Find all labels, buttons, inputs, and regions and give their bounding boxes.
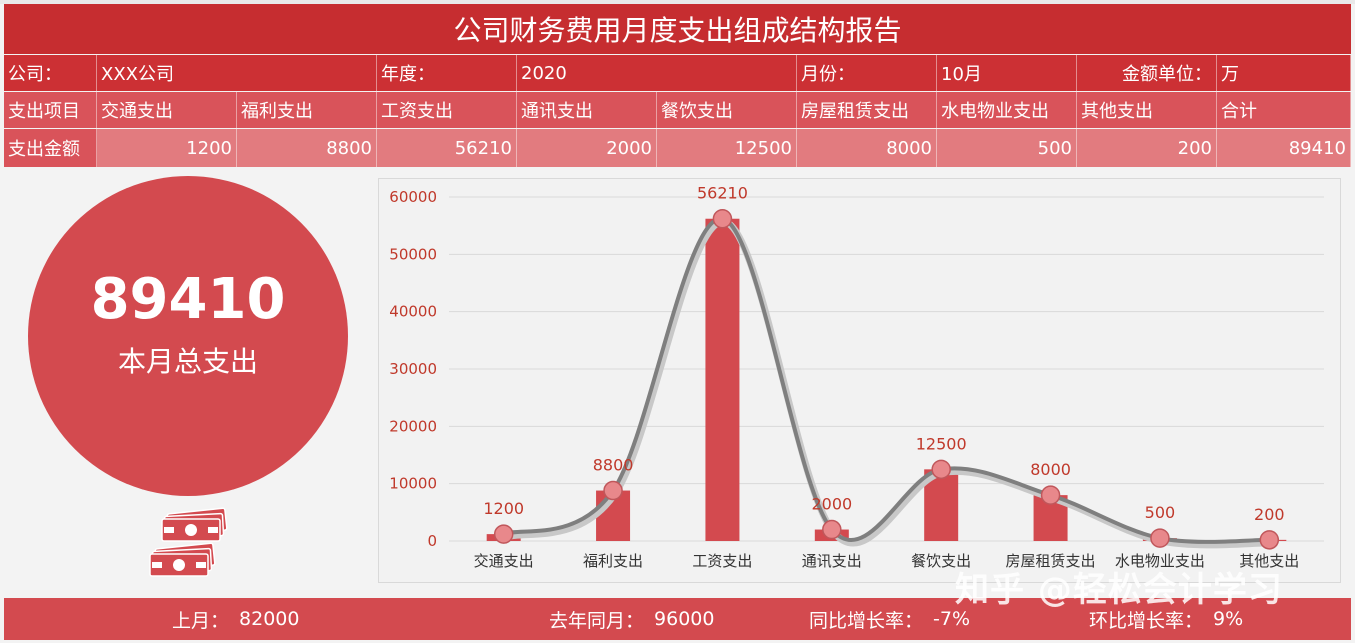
unit-value[interactable]: 万: [1217, 55, 1351, 91]
month-value[interactable]: 10月: [937, 55, 1077, 91]
data-point: [603, 480, 623, 501]
item-header: 其他支出: [1077, 92, 1217, 128]
item-header: 通讯支出: [517, 92, 657, 128]
amount-cell[interactable]: 2000: [517, 129, 657, 167]
data-label: 12500: [916, 434, 967, 453]
y-tick-label: 20000: [389, 417, 437, 435]
data-label: 1200: [483, 499, 524, 518]
x-tick-label: 通讯支出: [802, 552, 862, 570]
amount-cell[interactable]: 200: [1077, 129, 1217, 167]
item-header: 工资支出: [377, 92, 517, 128]
y-tick-label: 10000: [389, 475, 437, 493]
item-header: 福利支出: [237, 92, 377, 128]
data-point: [712, 208, 733, 229]
item-header: 合计: [1217, 92, 1351, 128]
sheet-gridline: [0, 0, 1355, 4]
data-label: 8000: [1030, 460, 1071, 479]
report-title: 公司财务费用月度支出组成结构报告: [4, 4, 1351, 54]
amounts-row: 支出金额 1200 8800 56210 2000 12500 8000 500…: [4, 129, 1351, 167]
amount-total-cell[interactable]: 89410: [1217, 129, 1351, 167]
data-point: [931, 459, 951, 480]
amount-cell[interactable]: 8000: [797, 129, 937, 167]
last-month-value: 82000: [239, 608, 300, 630]
data-label: 500: [1145, 503, 1176, 522]
amount-cell[interactable]: 1200: [97, 129, 237, 167]
last-month-label: 上月：: [172, 609, 230, 632]
amount-cell[interactable]: 500: [937, 129, 1077, 167]
data-point: [493, 524, 514, 544]
mom-label: 环比增长率：: [1089, 609, 1204, 632]
y-tick-label: 40000: [389, 303, 437, 321]
item-header: 交通支出: [97, 92, 237, 128]
data-label: 2000: [811, 495, 852, 514]
total-label: 本月总支出: [117, 345, 258, 378]
amount-cell[interactable]: 56210: [377, 129, 517, 167]
total-value: 89410: [90, 267, 286, 332]
data-label: 56210: [697, 184, 748, 203]
items-header-label: 支出项目: [4, 92, 97, 128]
y-tick-label: 60000: [389, 188, 437, 206]
money-stack-icon: [149, 542, 216, 577]
company-value[interactable]: XXX公司: [97, 55, 377, 91]
y-tick-label: 50000: [389, 245, 437, 263]
data-point: [1259, 530, 1280, 550]
items-header-row: 支出项目 交通支出 福利支出 工资支出 通讯支出 餐饮支出 房屋租赁支出 水电物…: [4, 92, 1351, 128]
item-header: 餐饮支出: [657, 92, 797, 128]
money-stack-icon: [161, 507, 228, 542]
x-tick-label: 房屋租赁支出: [1006, 552, 1096, 570]
info-row: 公司： XXX公司 年度： 2020 月份： 10月 金额单位： 万: [4, 55, 1351, 91]
total-circle: 89410 本月总支出: [28, 176, 348, 496]
x-tick-label: 餐饮支出: [911, 552, 971, 570]
expense-chart: 0 10000 20000 30000 40000 50000 60000 1200 8800 5…: [378, 178, 1341, 583]
item-header: 房屋租赁支出: [797, 92, 937, 128]
year-value[interactable]: 2020: [517, 55, 797, 91]
last-year-value: 96000: [654, 608, 715, 630]
amounts-label: 支出金额: [4, 129, 97, 167]
last-year-label: 去年同月：: [549, 609, 645, 632]
amount-cell[interactable]: 8800: [237, 129, 377, 167]
amount-cell[interactable]: 12500: [657, 129, 797, 167]
y-tick-label: 0: [427, 532, 437, 550]
x-tick-label: 福利支出: [583, 552, 643, 570]
x-tick-label: 交通支出: [474, 552, 534, 570]
yoy-label: 同比增长率：: [809, 609, 924, 632]
watermark: 知乎 @轻松会计学习: [955, 570, 1283, 610]
company-label: 公司：: [4, 55, 97, 91]
mom-value: 9%: [1213, 608, 1244, 630]
data-point: [1040, 485, 1061, 505]
bar: [705, 218, 740, 541]
data-label: 8800: [593, 456, 634, 475]
x-tick-label: 水电物业支出: [1115, 552, 1205, 570]
year-label: 年度：: [377, 55, 517, 91]
chart-svg: 0 10000 20000 30000 40000 50000 60000 1200 8800 5…: [389, 184, 1324, 570]
data-point: [1150, 528, 1170, 548]
y-tick-label: 30000: [389, 360, 437, 378]
x-tick-label: 工资支出: [692, 552, 752, 570]
data-label: 200: [1254, 505, 1285, 524]
unit-label: 金额单位：: [1077, 55, 1217, 91]
footer-bar: 上月： 82000 去年同月： 96000 同比增长率： -7% 环比增长率： …: [4, 598, 1351, 640]
month-label: 月份：: [797, 55, 937, 91]
yoy-value: -7%: [933, 608, 971, 630]
item-header: 水电物业支出: [937, 92, 1077, 128]
data-point: [822, 519, 842, 540]
x-tick-label: 其他支出: [1239, 552, 1299, 570]
